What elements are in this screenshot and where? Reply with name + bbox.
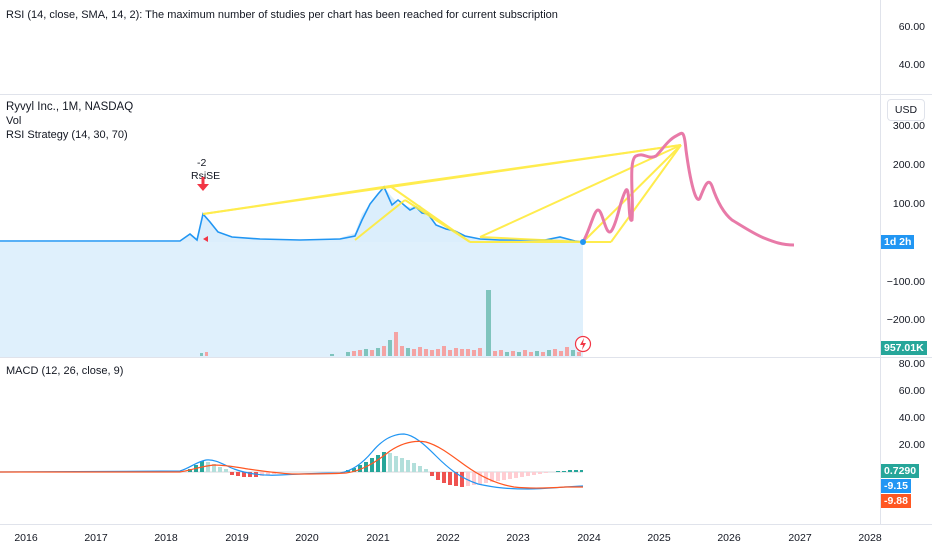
macd-tick-20: 20.00 [898,439,925,451]
macd-tick-40: 40.00 [898,412,925,424]
macd-pane[interactable] [0,358,880,524]
signal-name-label: RsiSE [191,170,221,182]
year-2025: 2025 [647,532,671,544]
year-2027: 2027 [788,532,812,544]
time-axis[interactable]: 2016 2017 2018 2019 2020 2021 2022 2023 … [0,525,882,550]
year-2024: 2024 [577,532,601,544]
price-tick-minus-200: −200.00 [886,314,925,326]
price-countdown-badge: 1d 2h [881,235,915,249]
currency-button[interactable]: USD [887,99,925,121]
time-axis-separator [0,524,932,525]
macd-tick-60: 60.00 [898,385,925,397]
pane-separator[interactable] [0,94,932,95]
macd-tick-80: 80.00 [898,358,925,370]
rsi-tick-40: 40.00 [898,59,925,71]
year-2017: 2017 [84,532,108,544]
year-2023: 2023 [506,532,530,544]
year-2020: 2020 [295,532,319,544]
year-2021: 2021 [366,532,390,544]
price-tick-100: 100.00 [892,198,925,210]
year-2016: 2016 [14,532,38,544]
rsi-legend: RSI (14, close, SMA, 14, 2): The maximum… [6,9,558,21]
volume-value-badge: 957.01K [881,341,927,355]
year-2028: 2028 [858,532,882,544]
macd-line-badge: -9.15 [881,479,911,493]
price-tick-minus-100: −100.00 [886,276,925,288]
rsi-tick-60: 60.00 [898,21,925,33]
strategy-legend[interactable]: RSI Strategy (14, 30, 70) [6,129,128,141]
symbol-title[interactable]: Ryvyl Inc., 1M, NASDAQ [6,101,134,113]
price-tick-300: 300.00 [892,120,925,132]
price-tick-200: 200.00 [892,159,925,171]
year-2019: 2019 [225,532,249,544]
macd-price-axis[interactable]: 80.00 60.00 40.00 20.00 [880,358,932,524]
pane-separator[interactable] [0,357,932,358]
year-2018: 2018 [154,532,178,544]
signal-line-badge: -9.88 [881,494,911,508]
volume-legend[interactable]: Vol [6,115,22,127]
main-pane[interactable] [0,95,880,357]
macd-legend[interactable]: MACD (12, 26, close, 9) [6,365,124,377]
year-2022: 2022 [436,532,460,544]
main-price-axis[interactable]: USD 300.00 200.00 100.00 −100.00 −200.00 [880,95,932,357]
macd-histogram-badge: 0.7290 [881,464,920,478]
signal-count-label: -2 [197,157,207,169]
rsi-price-axis[interactable]: 60.00 40.00 [880,0,932,94]
year-2026: 2026 [717,532,741,544]
